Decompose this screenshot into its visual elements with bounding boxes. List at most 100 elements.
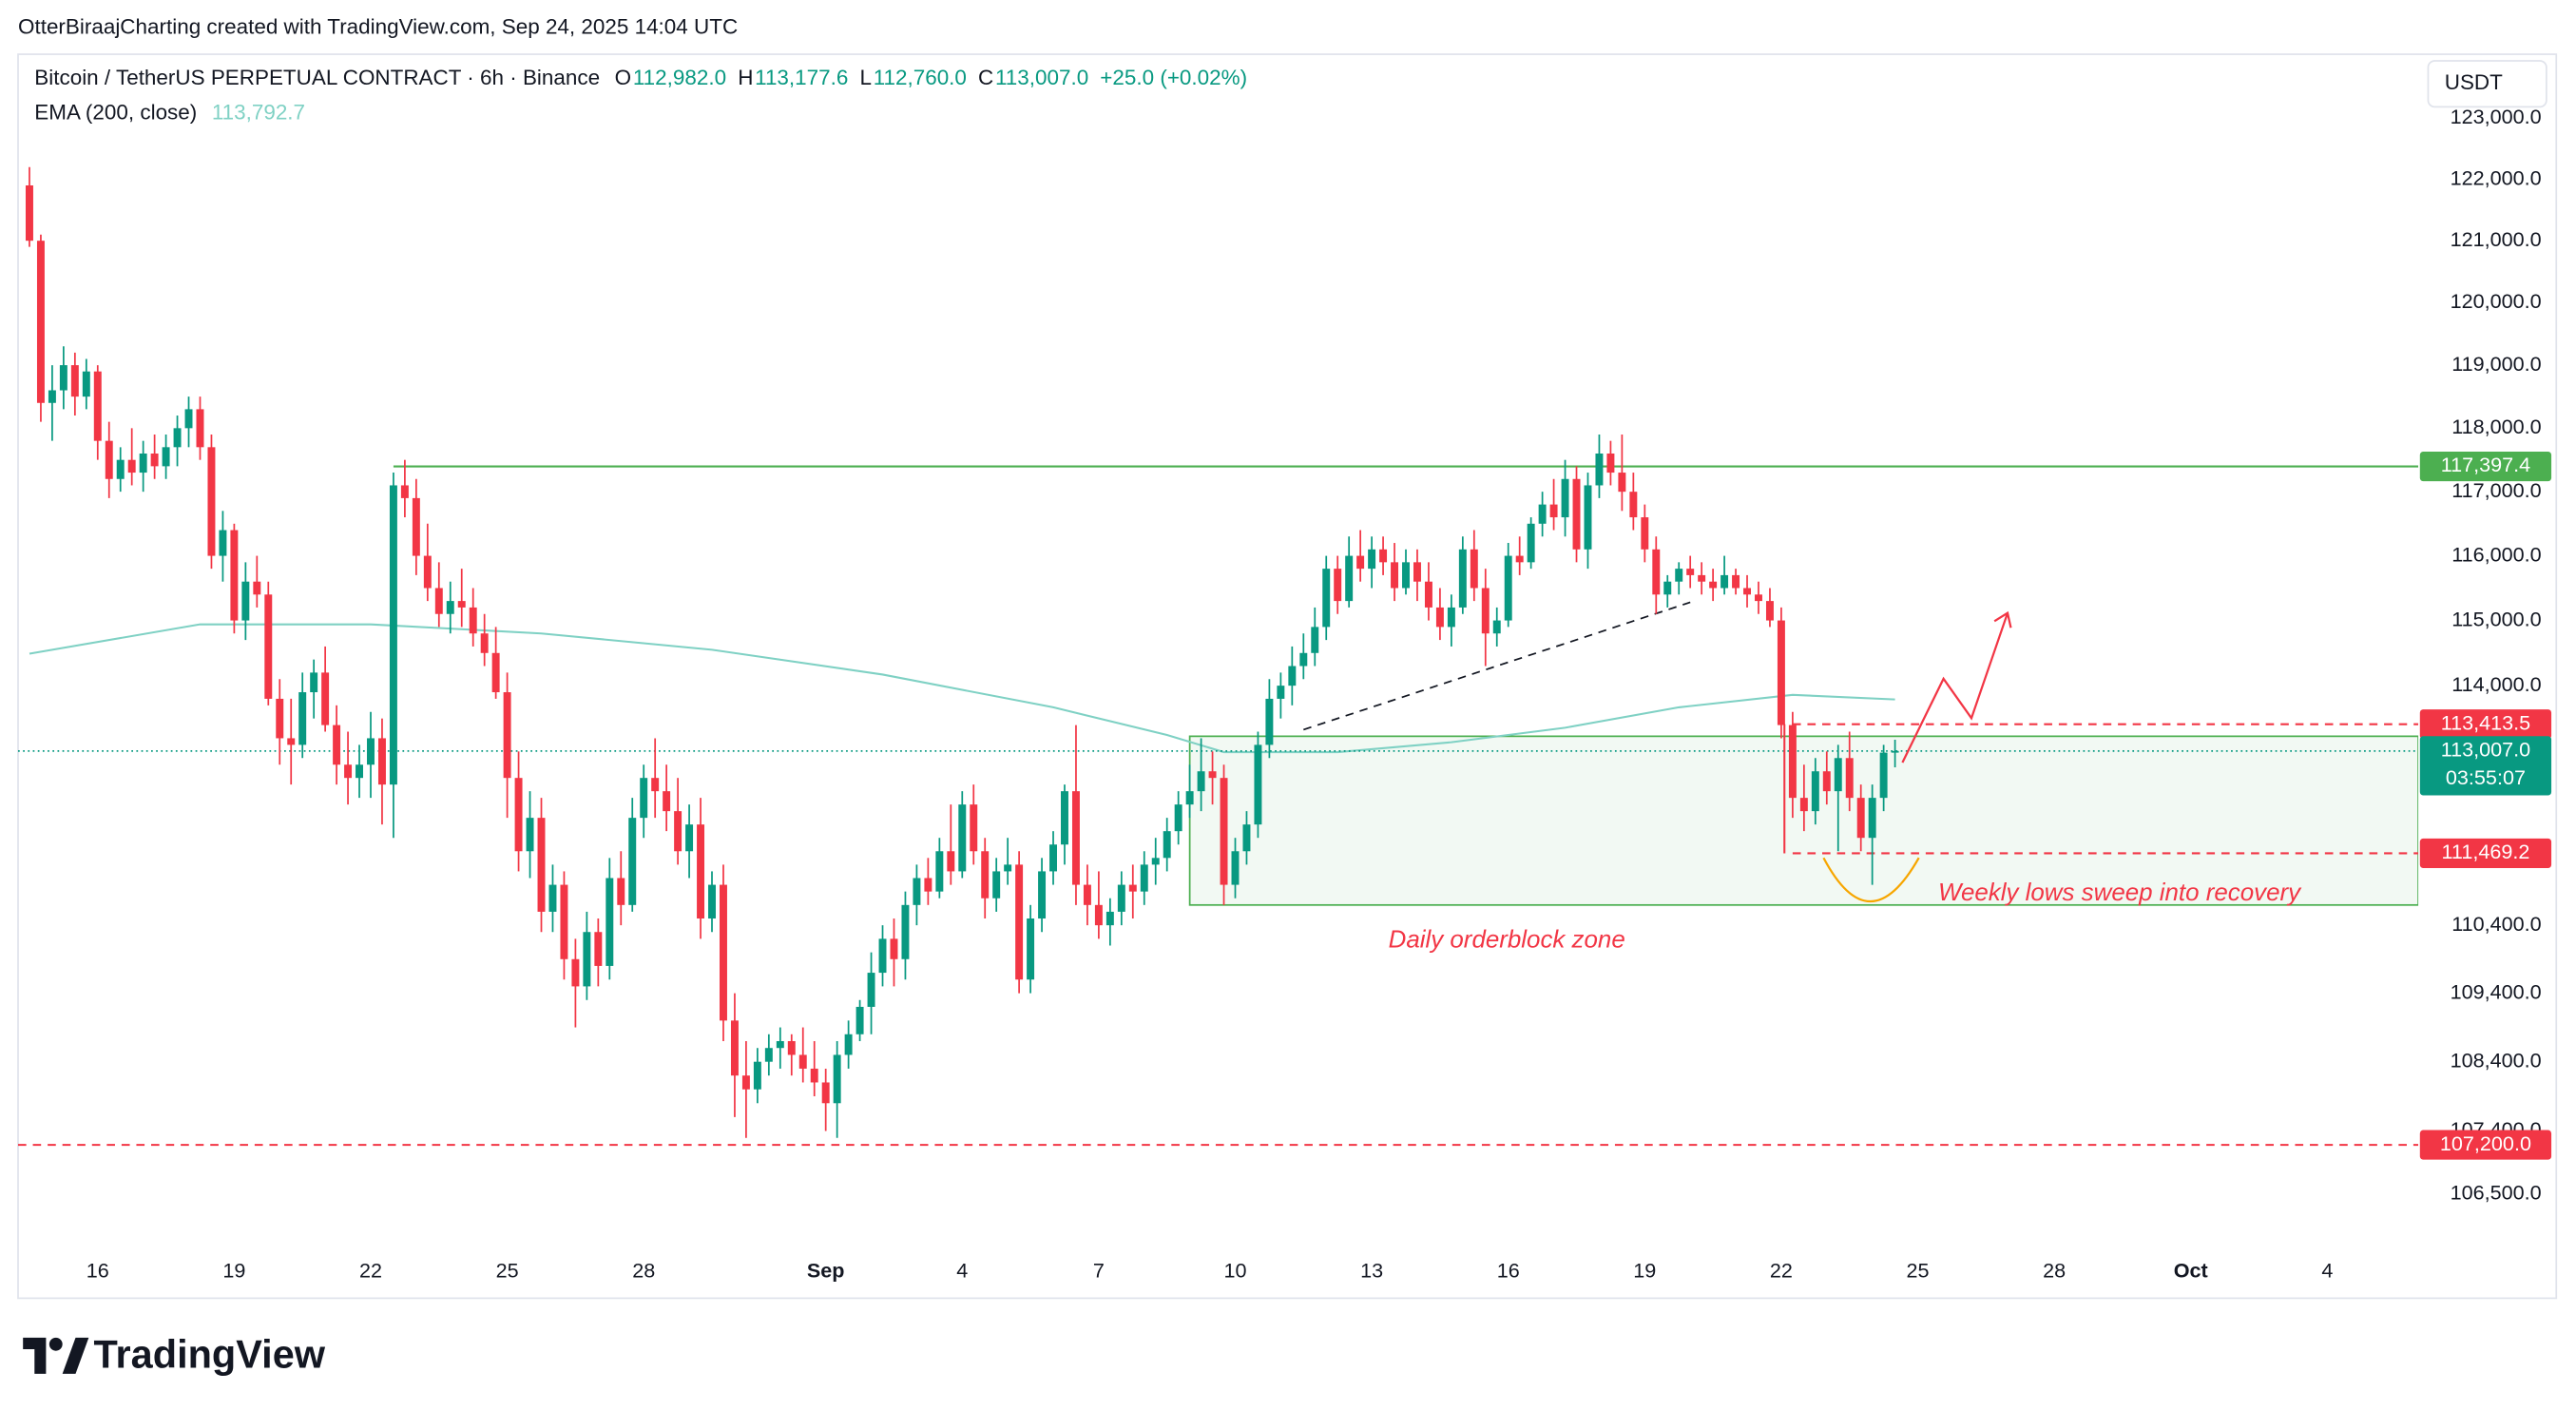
candle-body [753, 1061, 761, 1090]
candle-body [901, 904, 910, 959]
y-tick-label: 120,000.0 [2451, 289, 2542, 313]
candle-body [730, 1020, 739, 1076]
candle-body [1675, 569, 1683, 582]
chart-frame [17, 53, 2558, 1300]
candle-body [377, 738, 386, 785]
candle-body [48, 390, 56, 403]
candle-body [764, 1048, 773, 1062]
currency-label[interactable]: USDT [2445, 70, 2503, 94]
candle-body [1470, 549, 1478, 589]
candle-body [1629, 492, 1638, 518]
level-price-box [2419, 451, 2552, 482]
candle-body [970, 804, 978, 852]
candle-body [219, 530, 227, 556]
logo-text: TradingView [94, 1332, 326, 1377]
candle-body [389, 485, 397, 785]
candle-body [594, 932, 603, 966]
candle-body [1481, 588, 1490, 634]
y-tick-label: 110,400.0 [2451, 912, 2541, 936]
orderblock-zone [1188, 735, 2419, 906]
x-tick-label: 19 [222, 1258, 245, 1282]
ohlc-value: 113,007.0 [995, 66, 1088, 89]
candle-body [992, 871, 1001, 899]
candle-body [617, 878, 625, 905]
candle-body [93, 371, 102, 441]
candle-body [1424, 581, 1432, 608]
x-tick-label: 25 [496, 1258, 519, 1282]
candle-body [1174, 804, 1182, 832]
candle-body [1458, 549, 1467, 608]
candle-body [1117, 884, 1125, 912]
candle-body [1788, 725, 1797, 799]
candle-body [412, 497, 420, 556]
candle-body [1140, 864, 1148, 892]
x-tick-label: 16 [1497, 1258, 1520, 1282]
annotation: Weekly lows sweep into recovery [1938, 879, 2302, 906]
plot-area [18, 166, 2419, 1147]
y-tick-label: 106,500.0 [2451, 1180, 2542, 1204]
candle-body [1413, 562, 1421, 582]
candle-body [1721, 574, 1729, 589]
candle-body [1163, 831, 1171, 859]
zone-label: Daily orderblock zone [1389, 927, 1625, 954]
candle-body [298, 692, 307, 745]
candle-body [810, 1068, 818, 1083]
ohlc-key: O [615, 66, 631, 89]
x-tick-label: 28 [2043, 1258, 2066, 1282]
axes: 123,000.0 122,000.0 121,000.0 120,000.0 119,… [87, 105, 2552, 1282]
candle-body [1447, 607, 1455, 628]
candle-body [1027, 918, 1035, 980]
ohlc-value: 112,760.0 [874, 66, 967, 89]
x-tick-label: 4 [956, 1258, 968, 1282]
candle-body [1094, 904, 1103, 926]
candle-body [82, 371, 90, 397]
candle-body [776, 1040, 784, 1049]
y-tick-label: 119,000.0 [2451, 352, 2541, 376]
candle-body [1584, 485, 1592, 550]
y-tick-label: 114,000.0 [2451, 672, 2541, 696]
level-price-label: 107,200.0 [2440, 1131, 2531, 1155]
candle-body [1549, 504, 1558, 518]
candle-body [434, 588, 443, 614]
legend-ema: EMA (200, close) 113,792.7 [34, 100, 305, 124]
candle-body [276, 698, 284, 739]
ema-name: EMA (200, close) [34, 100, 197, 124]
candle-body [1242, 824, 1251, 852]
candle-body [1777, 620, 1785, 725]
candle-body [1799, 798, 1808, 812]
candle-body [844, 1034, 853, 1055]
candle-body [1197, 771, 1205, 792]
candle-body [173, 428, 182, 448]
candle-body [253, 581, 261, 595]
candle-body [400, 485, 409, 498]
candle-body [127, 459, 136, 474]
candle-body [287, 738, 296, 745]
x-tick-label: Oct [2174, 1258, 2208, 1282]
candle-body [1698, 574, 1706, 582]
candle-body [798, 1054, 807, 1069]
candle-body [1105, 911, 1114, 926]
currency-box[interactable] [2427, 60, 2547, 108]
candle-body [1391, 562, 1399, 589]
candle-body [491, 652, 500, 693]
y-tick-label: 109,400.0 [2451, 979, 2542, 1003]
candle-body [583, 932, 591, 987]
candle-body [947, 851, 955, 872]
level-price-label: 111,469.2 [2442, 840, 2530, 863]
candle-body [628, 818, 637, 905]
candle-body [1083, 884, 1091, 905]
candle-body [1356, 555, 1365, 570]
candle-body [526, 818, 534, 852]
currency-button[interactable]: USDT [2427, 60, 2547, 108]
candle-body [1811, 771, 1819, 812]
candle-body [720, 884, 727, 1021]
level-price-label: 117,397.4 [2441, 453, 2530, 476]
candle-body [139, 454, 147, 474]
logo-icon [62, 1337, 89, 1374]
candle-body [981, 851, 990, 899]
candle-body [162, 447, 170, 467]
candle-body [1368, 549, 1376, 570]
candle-body [1208, 771, 1217, 779]
candle-body [1686, 569, 1695, 575]
